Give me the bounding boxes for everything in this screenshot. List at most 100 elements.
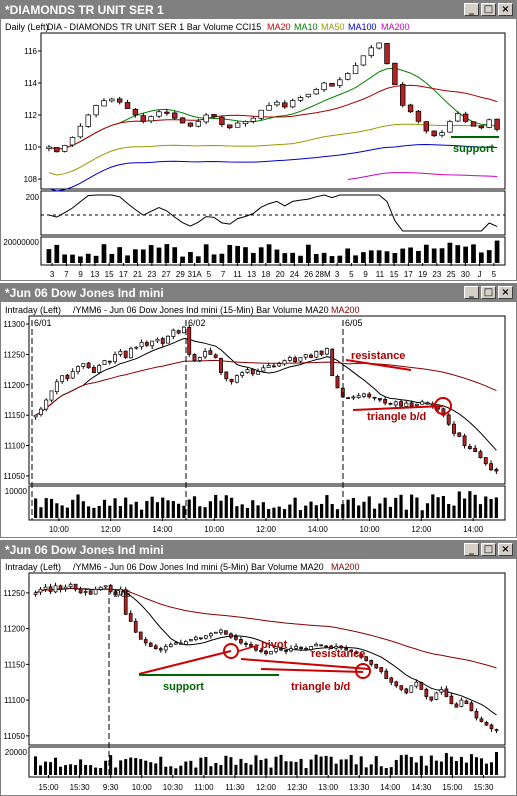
x-tick-label: 15 [105, 270, 114, 279]
volume-bar [227, 244, 233, 263]
volume-bar [70, 254, 75, 263]
volume-bar [195, 256, 201, 263]
volume-bar [325, 495, 329, 518]
x-tick-label: 9 [78, 270, 83, 279]
x-tick-label: 15:00 [442, 783, 463, 792]
price-bar [123, 350, 128, 359]
price-bar [208, 347, 213, 355]
y-tick-label: 11250 [3, 589, 25, 598]
volume-bar [379, 766, 383, 775]
volume-bar [97, 505, 101, 518]
price-bar [158, 646, 163, 653]
price-bar [409, 400, 414, 407]
volume-bar [344, 759, 348, 775]
volume-bar [54, 757, 58, 775]
price-bar [335, 374, 340, 389]
volume-bar [214, 762, 218, 775]
annotation-triangle-bd: triangle b/d [291, 681, 350, 693]
volume-bar [274, 249, 280, 263]
price-bar [282, 359, 287, 366]
volume-bar [34, 498, 38, 518]
volume-bar [324, 755, 328, 775]
close-button[interactable]: × [498, 3, 513, 16]
volume-bar [166, 500, 170, 518]
volume-bar [240, 504, 244, 518]
volume-bar [155, 502, 160, 518]
price-bar [68, 582, 73, 590]
price-bar [447, 119, 453, 133]
y-tick-label: 114 [24, 79, 37, 88]
x-tick-label: 7 [221, 270, 226, 279]
volume-bar [346, 499, 350, 518]
volume-bar [254, 755, 258, 775]
maximize-button[interactable]: □ [481, 3, 496, 16]
intraday-5min-chart: Intraday (Left) /YMM6 - Jun 06 Dow Jones… [3, 562, 506, 792]
price-panel [28, 572, 506, 746]
volume-bar [330, 504, 334, 518]
price-bar [176, 329, 181, 335]
maximize-button[interactable]: □ [481, 543, 496, 556]
price-bar [188, 638, 193, 642]
price-bar [140, 113, 146, 124]
volume-bar [353, 255, 358, 263]
volume-bar [329, 256, 335, 263]
price-bar [150, 340, 155, 350]
breakdown-circle [434, 397, 452, 415]
x-tick-label: 5 [207, 270, 212, 279]
volume-bar [484, 763, 488, 775]
volume-bar [125, 255, 130, 263]
price-bar [109, 97, 115, 103]
titlebar[interactable]: *Jun 06 Dow Jones Ind mini _ □ × [1, 541, 516, 559]
volume-bar [44, 761, 48, 775]
volume-bar [369, 764, 373, 775]
volume-bar [87, 506, 91, 518]
minimize-button[interactable]: _ [464, 543, 479, 556]
price-bar [97, 363, 102, 375]
price-bar [178, 639, 183, 645]
intraday-15min-chart: Intraday (Left) /YMM6 - Jun 06 Dow Jones… [3, 305, 506, 534]
price-bar [133, 618, 138, 634]
price-bar [187, 122, 194, 128]
minimize-button[interactable]: _ [464, 3, 479, 16]
volume-bar [54, 244, 60, 263]
volume-bar [119, 760, 123, 775]
volume-bar [140, 249, 146, 263]
volume-bar [256, 505, 260, 518]
x-tick-label: 26 [304, 270, 313, 279]
volume-bar [81, 501, 85, 518]
x-tick-label: 11 [376, 270, 385, 279]
price-bar [392, 62, 398, 85]
header-symbol: DIA - DIAMONDS TR UNIT SER 1 Bar Volume … [47, 22, 261, 32]
minimize-button[interactable]: _ [464, 286, 479, 299]
price-bar [389, 676, 394, 686]
volume-bar [288, 504, 292, 518]
volume-bar [129, 504, 133, 518]
price-bar [462, 433, 467, 449]
volume-bar [89, 765, 93, 775]
volume-bar [368, 250, 374, 263]
price-bar [49, 390, 54, 403]
price-bar [309, 645, 313, 652]
price-bar [484, 720, 489, 726]
volume-bar [79, 759, 83, 775]
volume-tick-label: 20000 [5, 748, 28, 757]
titlebar[interactable]: *DIAMONDS TR UNIT SER 1 _ □ × [1, 1, 516, 19]
titlebar[interactable]: *Jun 06 Dow Jones Ind mini _ □ × [1, 284, 516, 302]
daily-chart: Daily (Left) DIA - DIAMONDS TR UNIT SER … [3, 22, 506, 279]
volume-bar [414, 762, 418, 775]
maximize-button[interactable]: □ [481, 286, 496, 299]
close-button[interactable]: × [498, 286, 513, 299]
volume-bar [404, 509, 408, 518]
volume-bar [204, 756, 208, 775]
volume-bar [198, 506, 202, 518]
price-bar [54, 146, 60, 153]
close-button[interactable]: × [498, 543, 513, 556]
x-tick-label: 20 [276, 270, 285, 279]
price-bar [245, 367, 250, 374]
volume-bar [290, 252, 296, 263]
legend-ma10: MA10 [294, 22, 318, 32]
price-bar [494, 467, 499, 474]
volume-bar [282, 253, 288, 263]
volume-bar [439, 248, 445, 263]
volume-bar [180, 256, 185, 263]
